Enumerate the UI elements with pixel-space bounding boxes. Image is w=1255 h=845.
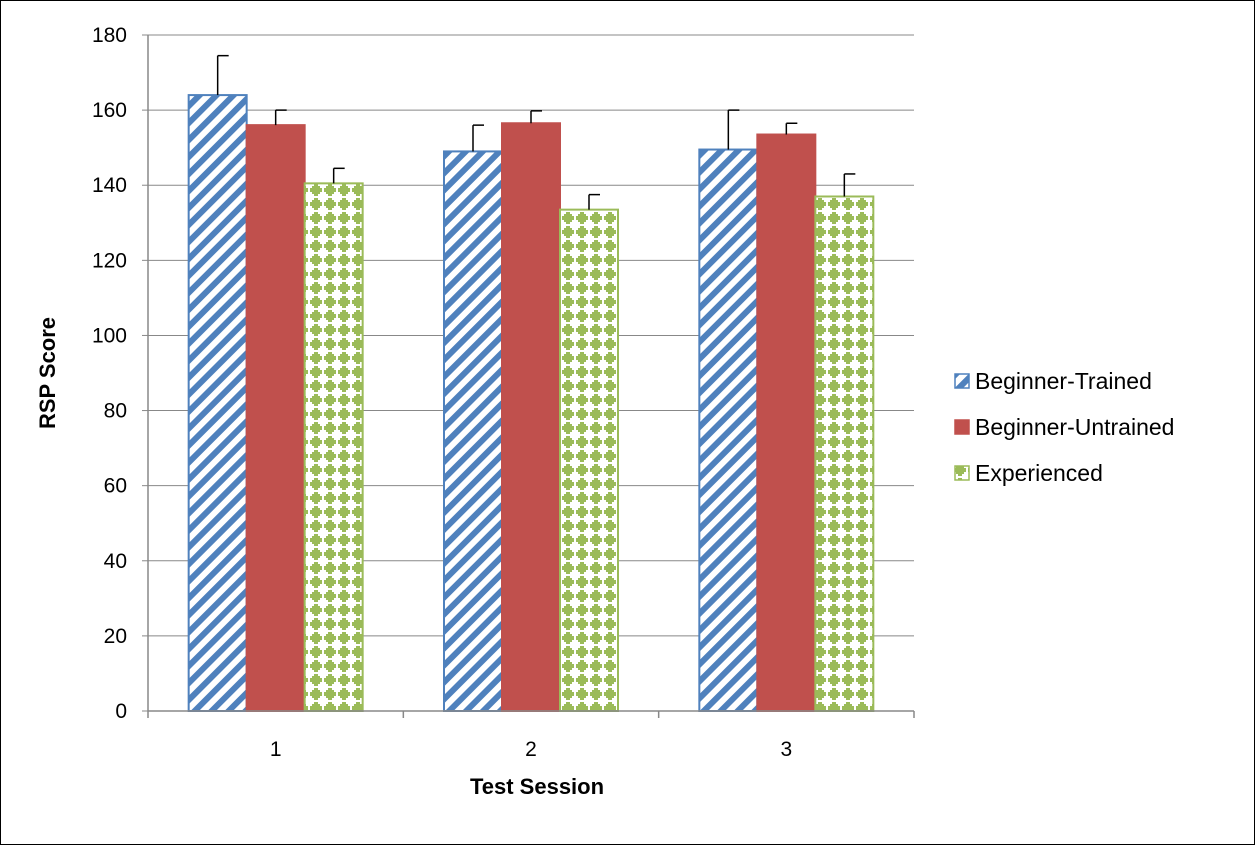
legend-label-experienced: Experienced (975, 460, 1103, 486)
y-tick-label: 60 (104, 475, 127, 498)
bar-beginner-trained-session-3 (698, 148, 759, 713)
bar-beginner-untrained-session-3 (756, 133, 817, 712)
legend-label-beginner-untrained: Beginner-Untrained (975, 414, 1174, 440)
tick-labels: 0 20 40 60 80 100 120 140 160 180 1 2 3 (92, 24, 792, 761)
x-tick-label: 1 (270, 738, 282, 761)
y-tick-label: 80 (104, 400, 127, 423)
bars (187, 94, 875, 713)
y-tick-label: 0 (115, 700, 127, 723)
y-tick-label: 120 (92, 249, 127, 272)
legend-swatch-beginner-trained (954, 373, 970, 389)
y-tick-label: 40 (104, 550, 127, 573)
bar-experienced-session-3 (814, 195, 875, 712)
y-tick-label: 160 (92, 99, 127, 122)
y-axis-title: RSP Score (35, 317, 60, 429)
error-bars (216, 54, 856, 210)
x-tick-label: 3 (780, 738, 792, 761)
y-tick-label: 100 (92, 324, 127, 347)
y-tick-label: 140 (92, 174, 127, 197)
x-axis-title: Test Session (470, 774, 604, 799)
legend-swatch-experienced (954, 465, 970, 481)
legend: Beginner-Trained Beginner-Untrained Experi… (954, 368, 1174, 486)
bar-beginner-trained-session-1 (187, 94, 248, 713)
legend-label-beginner-trained: Beginner-Trained (975, 368, 1152, 394)
y-tick-label: 180 (92, 24, 127, 47)
bar-experienced-session-2 (559, 208, 619, 712)
bar-beginner-untrained-session-2 (501, 122, 561, 712)
axes (147, 35, 915, 718)
bar-experienced-session-1 (303, 182, 364, 713)
x-tick-label: 2 (525, 738, 537, 761)
y-tick-label: 20 (104, 625, 127, 648)
bar-beginner-untrained-session-1 (245, 124, 306, 712)
legend-swatch-beginner-untrained (954, 419, 970, 435)
bar-beginner-trained-session-2 (443, 150, 503, 712)
